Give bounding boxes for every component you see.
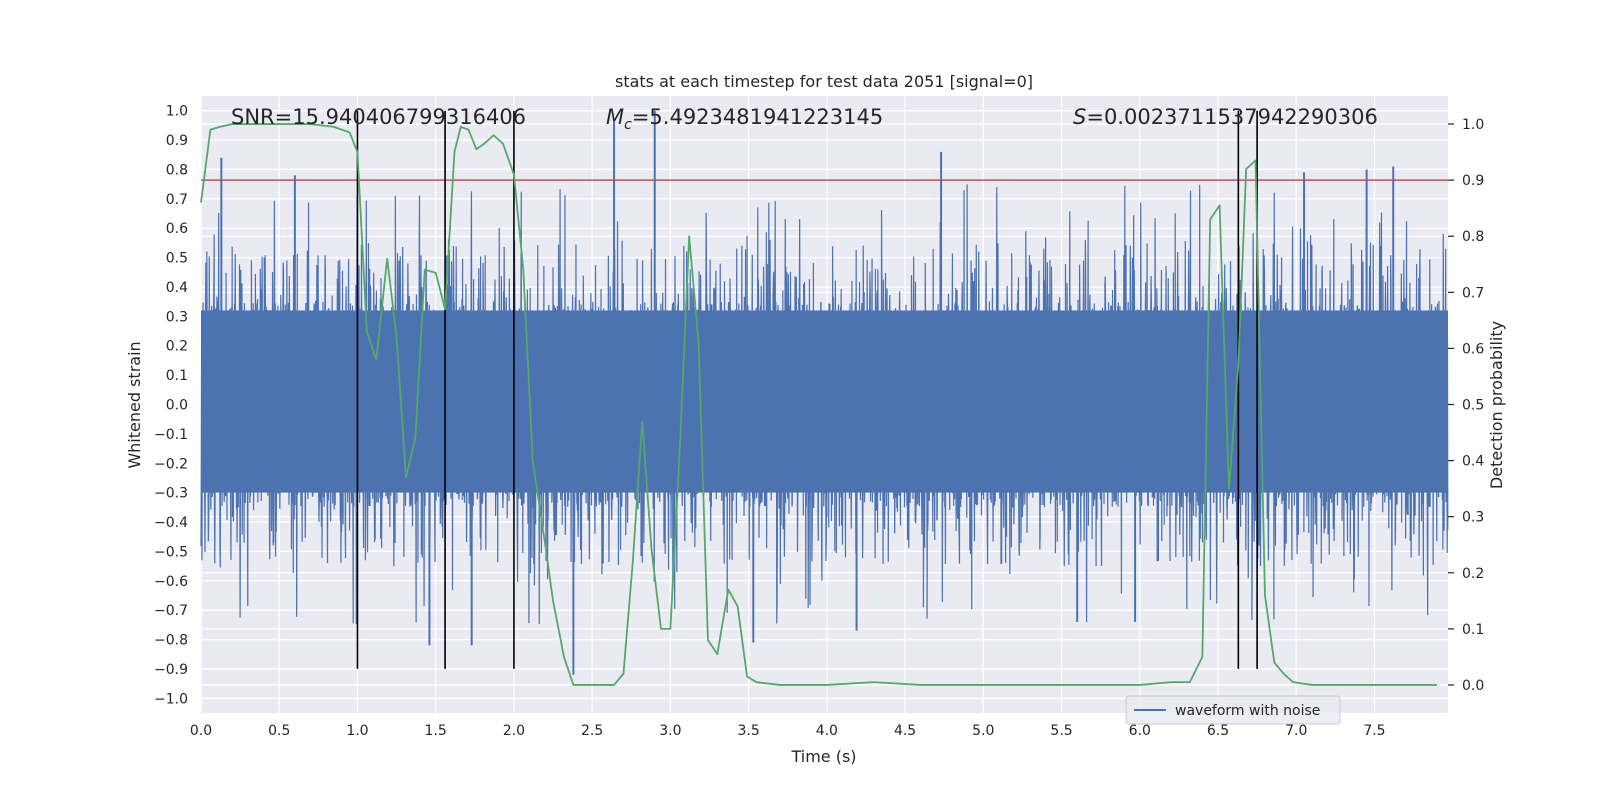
x-tick-label: 5.0 xyxy=(972,723,994,739)
y-axis-label: Whitened strain xyxy=(125,341,144,468)
x-tick-label: 4.0 xyxy=(816,723,838,739)
x-tick-label: 7.0 xyxy=(1285,723,1307,739)
y-right-tick-label: 0.9 xyxy=(1462,173,1484,189)
y-tick-label: −0.2 xyxy=(154,456,188,472)
y-right-tick-label: 0.3 xyxy=(1462,510,1484,526)
x-tick-label: 0.5 xyxy=(268,723,290,739)
y-right-tick-label: 0.1 xyxy=(1462,622,1484,638)
chirp-mass-symbol: M xyxy=(606,105,624,129)
y-right-tick-label: 0.5 xyxy=(1462,398,1484,414)
y-tick-label: 0.9 xyxy=(166,133,188,149)
y-tick-label: 0.2 xyxy=(166,339,188,355)
probability-line xyxy=(200,123,1438,686)
y-axis-right-label: Detection probability xyxy=(1487,321,1506,489)
y-tick-label: −0.7 xyxy=(154,603,188,619)
y-right-tick-label: 0.4 xyxy=(1462,454,1484,470)
s-symbol: S xyxy=(1073,105,1086,129)
x-axis-label: Time (s) xyxy=(790,747,856,766)
x-tick-label: 1.5 xyxy=(425,723,447,739)
x-tick-label: 6.0 xyxy=(1129,723,1151,739)
snr-annotation: SNR=15.940406799316406 xyxy=(231,105,526,129)
x-tick-label: 2.0 xyxy=(503,723,525,739)
y-tick-label: 0.1 xyxy=(166,368,188,384)
y-tick-label: 0.6 xyxy=(166,221,188,237)
x-tick-label: 2.5 xyxy=(581,723,603,739)
x-tick-label: 5.5 xyxy=(1050,723,1072,739)
y-right-tick-label: 0.2 xyxy=(1462,566,1484,582)
y-right-tick-label: 0.0 xyxy=(1462,678,1484,694)
y-tick-label: 0.7 xyxy=(166,192,188,208)
y-tick-label: −0.4 xyxy=(154,515,188,531)
y-right-tick-label: 1.0 xyxy=(1462,117,1484,133)
x-tick-label: 3.0 xyxy=(659,723,681,739)
y-tick-label: 0.8 xyxy=(166,162,188,178)
legend-box xyxy=(1125,695,1341,725)
y-right-tick-label: 0.7 xyxy=(1462,285,1484,301)
chirp-mass-subscript: c xyxy=(624,117,632,133)
chirp-mass-annotation: Mc=5.4923481941223145 xyxy=(606,105,883,133)
y-tick-label: 0.3 xyxy=(166,309,188,325)
y-tick-label: 0.0 xyxy=(166,398,188,414)
y-tick-label: −0.9 xyxy=(154,662,188,678)
legend-label: waveform with noise xyxy=(1175,703,1320,719)
y-tick-label: −0.6 xyxy=(154,574,188,590)
probability-series xyxy=(200,123,1438,686)
y-tick-label: −0.8 xyxy=(154,633,188,649)
x-tick-label: 1.0 xyxy=(346,723,368,739)
y-right-tick-label: 0.8 xyxy=(1462,229,1484,245)
y-tick-label: −1.0 xyxy=(154,691,188,707)
vertical-markers xyxy=(356,110,1258,669)
s-annotation: S=0.0023711537942290306 xyxy=(1073,105,1378,129)
x-tick-label: 3.5 xyxy=(737,723,759,739)
y-tick-label: 1.0 xyxy=(166,104,188,120)
chart-title: stats at each timestep for test data 205… xyxy=(615,72,1033,91)
chirp-mass-value: =5.4923481941223145 xyxy=(632,105,883,129)
y-tick-label: −0.1 xyxy=(154,427,188,443)
y-right-tick-label: 0.6 xyxy=(1462,341,1484,357)
x-tick-label: 7.5 xyxy=(1363,723,1385,739)
y-tick-label: 0.5 xyxy=(166,251,188,267)
tick-labels: 0.0 0.5 1.0 1.5 2.0 2.5 3.0 3.5 4.0 4.5 5.0 5.5 6.0 6… xyxy=(154,104,1484,739)
y-tick-label: 0.4 xyxy=(166,280,188,296)
y-tick-label: −0.3 xyxy=(154,486,188,502)
x-tick-label: 0.0 xyxy=(190,723,212,739)
x-tick-label: 4.5 xyxy=(894,723,916,739)
y-tick-label: −0.5 xyxy=(154,544,188,560)
legend: waveform with noise xyxy=(1125,695,1341,725)
s-value: =0.0023711537942290306 xyxy=(1086,105,1378,129)
x-tick-label: 6.5 xyxy=(1207,723,1229,739)
